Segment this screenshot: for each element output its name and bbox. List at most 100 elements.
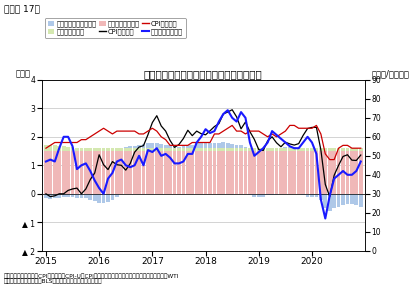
- Bar: [359, 151, 363, 194]
- Bar: [110, 148, 114, 151]
- Bar: [337, 151, 340, 194]
- Bar: [199, 142, 203, 148]
- Bar: [315, 148, 318, 151]
- Bar: [75, 148, 79, 151]
- Bar: [306, 194, 310, 197]
- Bar: [75, 151, 79, 194]
- Bar: [323, 151, 327, 194]
- Bar: [252, 151, 256, 194]
- Bar: [288, 151, 292, 194]
- Bar: [270, 151, 274, 194]
- Bar: [257, 151, 261, 194]
- Bar: [346, 151, 349, 194]
- Bar: [164, 145, 168, 148]
- Bar: [310, 148, 314, 151]
- Title: 消費者物価指数（前年同月比）と原油価格: 消費者物価指数（前年同月比）と原油価格: [144, 69, 263, 79]
- Bar: [341, 151, 345, 194]
- Bar: [341, 194, 345, 205]
- Bar: [346, 148, 349, 151]
- Bar: [292, 151, 296, 194]
- Bar: [71, 194, 74, 197]
- Bar: [159, 144, 163, 148]
- Bar: [332, 148, 336, 151]
- Bar: [226, 142, 229, 148]
- Bar: [315, 194, 318, 197]
- Bar: [195, 148, 199, 151]
- Bar: [235, 145, 239, 148]
- Bar: [142, 151, 145, 194]
- Bar: [283, 151, 287, 194]
- Bar: [279, 151, 283, 194]
- Bar: [337, 148, 340, 151]
- Bar: [222, 148, 225, 151]
- Bar: [328, 151, 332, 194]
- Bar: [235, 151, 239, 194]
- Bar: [102, 151, 105, 194]
- Bar: [146, 142, 150, 148]
- Bar: [275, 194, 278, 195]
- Bar: [173, 151, 176, 194]
- Bar: [230, 151, 234, 194]
- Bar: [115, 194, 119, 197]
- Bar: [155, 142, 159, 148]
- Text: （％）: （％）: [16, 69, 31, 78]
- Bar: [239, 151, 243, 194]
- Bar: [319, 151, 323, 194]
- Bar: [44, 194, 48, 198]
- Bar: [164, 151, 168, 194]
- Bar: [208, 142, 212, 148]
- Bar: [181, 148, 185, 151]
- Bar: [350, 151, 354, 194]
- Bar: [53, 145, 57, 151]
- Bar: [195, 151, 199, 194]
- Bar: [266, 148, 269, 151]
- Bar: [319, 148, 323, 151]
- Bar: [279, 148, 283, 151]
- Bar: [128, 151, 132, 194]
- Bar: [315, 151, 318, 194]
- Bar: [310, 151, 314, 194]
- Bar: [71, 147, 74, 151]
- Bar: [359, 194, 363, 207]
- Bar: [244, 147, 247, 148]
- Bar: [354, 151, 358, 194]
- Bar: [106, 151, 110, 194]
- Bar: [266, 194, 269, 195]
- Bar: [168, 151, 172, 194]
- Bar: [354, 148, 358, 151]
- Bar: [350, 194, 354, 204]
- Bar: [275, 148, 278, 151]
- Bar: [204, 151, 208, 194]
- Bar: [115, 151, 119, 194]
- Bar: [155, 151, 159, 194]
- Bar: [97, 194, 101, 203]
- Bar: [230, 144, 234, 148]
- Bar: [306, 148, 310, 151]
- Bar: [239, 148, 243, 151]
- Bar: [190, 145, 194, 148]
- Bar: [181, 146, 185, 148]
- Bar: [252, 194, 256, 197]
- Bar: [217, 142, 221, 148]
- Bar: [168, 145, 172, 148]
- Bar: [106, 194, 110, 202]
- Bar: [102, 194, 105, 203]
- Bar: [124, 147, 128, 148]
- Bar: [80, 194, 83, 198]
- Bar: [204, 148, 208, 151]
- Bar: [226, 148, 229, 151]
- Bar: [93, 148, 97, 151]
- Bar: [208, 151, 212, 194]
- Bar: [283, 148, 287, 151]
- Bar: [350, 148, 354, 151]
- Bar: [93, 194, 97, 201]
- Bar: [301, 194, 305, 195]
- Bar: [115, 148, 119, 151]
- Bar: [301, 151, 305, 194]
- Bar: [49, 151, 52, 194]
- Bar: [66, 194, 70, 197]
- Bar: [177, 148, 181, 151]
- Bar: [75, 194, 79, 198]
- Bar: [151, 148, 154, 151]
- Bar: [177, 151, 181, 194]
